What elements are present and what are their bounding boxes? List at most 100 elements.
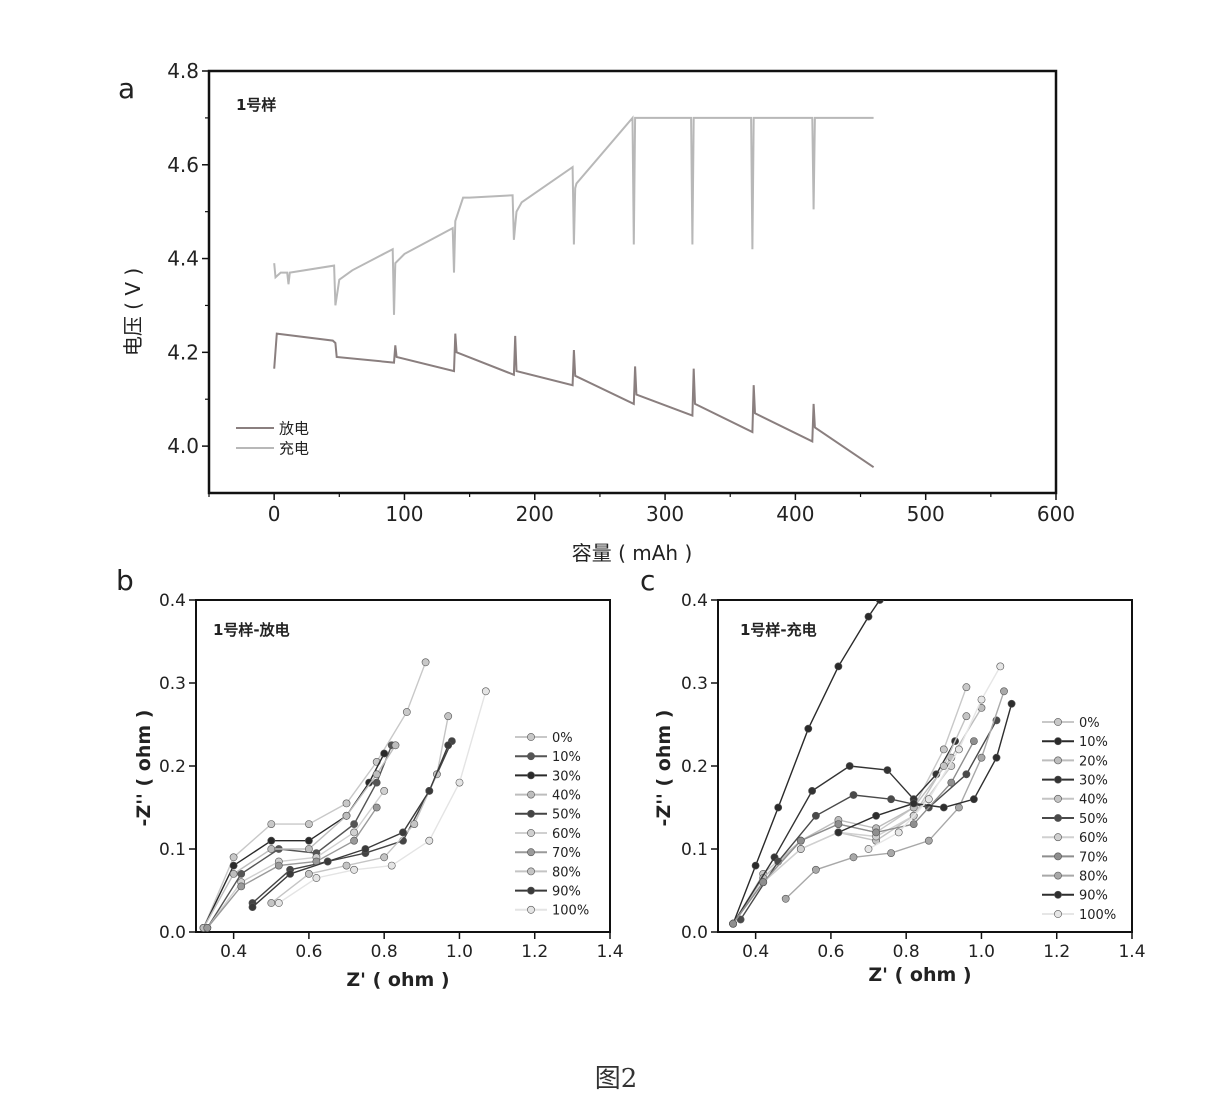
data-point (887, 849, 895, 857)
data-point (849, 853, 858, 862)
x-tick-label: 500 (907, 502, 945, 526)
legend-label: 30% (552, 769, 581, 784)
legend-label: 50% (1079, 812, 1108, 827)
x-tick-label: 300 (646, 502, 684, 526)
data-point (970, 737, 978, 745)
legend-label: 80% (552, 865, 581, 880)
data-point (1000, 687, 1008, 696)
legend-marker (1054, 910, 1062, 918)
data-point (410, 820, 419, 828)
y-tick-label: 0.1 (159, 840, 186, 860)
y-axis: 0.0 0.1 0.2 0.3 0.4 (159, 591, 196, 943)
panel-label: c (640, 564, 655, 597)
sample-label: 1号样 (236, 96, 276, 114)
legend-marker (527, 886, 535, 895)
legend-marker (1054, 794, 1062, 803)
y-axis-label: 电压 ( V ) (121, 268, 145, 356)
legend-label: 100% (552, 904, 589, 919)
data-point (323, 857, 332, 866)
legend-label: 100% (1079, 908, 1116, 923)
data-point (864, 612, 873, 621)
sample-label: 1号样-充电 (740, 621, 817, 639)
data-point (909, 799, 918, 808)
series-clip (729, 600, 1016, 928)
x-tick-label: 1.2 (521, 942, 548, 962)
chart-panel-b: b 0.0 0.1 0.2 0.3 0.4 0.4 0.6 0.8 1.0 1.2 1.4 1号样… (116, 564, 624, 991)
data-point (939, 803, 948, 812)
legend-marker (1054, 814, 1062, 822)
figure-caption: 图2 (594, 1064, 638, 1094)
series-group (729, 600, 1016, 928)
data-point (804, 724, 813, 733)
plot-frame (195, 599, 611, 933)
data-point (759, 878, 768, 887)
legend-label: 30% (1079, 774, 1108, 789)
data-point (834, 820, 843, 828)
data-point (229, 861, 238, 870)
data-point (834, 662, 843, 671)
legend-marker (1054, 718, 1062, 726)
x-tick-label: 0 (268, 502, 281, 526)
legend-label: 90% (1079, 889, 1108, 904)
data-point (751, 861, 760, 870)
data-point (977, 753, 986, 762)
y-axis-label: -Z'' ( ohm ) (653, 710, 675, 827)
data-point (304, 870, 313, 878)
series-line-0pct (202, 662, 427, 929)
x-tick-label: 0.6 (817, 942, 844, 962)
data-point (380, 749, 389, 758)
chart-panel-c: c 0.0 0.1 0.2 0.3 0.4 0.4 0.6 0.8 1.0 1.2 1.4 1号样… (640, 564, 1146, 986)
data-point (274, 861, 283, 870)
data-point (229, 870, 238, 878)
y-tick-label: 0.2 (681, 757, 708, 777)
series-line-40pct (202, 744, 397, 929)
data-point (996, 662, 1005, 671)
y-tick-label: 0.0 (681, 923, 708, 943)
data-point (425, 787, 434, 795)
data-point (361, 845, 370, 853)
data-point (380, 787, 389, 795)
legend-label: 40% (552, 789, 581, 804)
data-point (391, 741, 400, 750)
series-line-40pct (732, 715, 968, 925)
x-axis: 0.4 0.6 0.8 1.0 1.2 1.4 (220, 932, 624, 962)
series-line-充电 (273, 115, 874, 315)
x-tick-label: 100 (385, 502, 423, 526)
data-point (845, 762, 854, 770)
x-axis-label: Z' ( ohm ) (346, 969, 449, 991)
data-point (875, 600, 884, 604)
series-line-10pct (732, 600, 881, 924)
data-point (267, 820, 276, 828)
x-axis: 0 100 200 300 400 500 600 (208, 493, 1075, 526)
data-point (248, 903, 257, 911)
legend-marker (527, 790, 535, 799)
legend-label: 10% (1079, 735, 1108, 750)
legend-marker (527, 771, 535, 780)
x-tick-label: 600 (1037, 502, 1075, 526)
data-point (444, 712, 453, 721)
data-point (962, 712, 971, 721)
data-point (977, 695, 986, 704)
y-tick-label: 0.4 (159, 591, 186, 611)
legend-label: 50% (552, 808, 581, 823)
data-point (399, 828, 407, 837)
data-point (425, 836, 434, 845)
data-point (955, 803, 963, 812)
data-point (796, 836, 805, 845)
data-point (304, 836, 313, 845)
legend-label: 0% (552, 731, 573, 746)
y-tick-label: 0.1 (681, 840, 708, 860)
legend-label: 70% (1079, 850, 1108, 865)
legend-label: 0% (1079, 716, 1100, 731)
data-point (267, 899, 276, 907)
legend-marker (527, 905, 535, 914)
sample-label: 1号样-放电 (213, 621, 290, 639)
x-tick-label: 0.4 (220, 942, 247, 962)
x-axis: 0.4 0.6 0.8 1.0 1.2 1.4 (742, 932, 1146, 962)
legend: 0% 10% 20% 30% 40% 50% 60% 70% 80% 90% 100% (1042, 716, 1116, 923)
data-point (774, 803, 783, 812)
x-tick-label: 0.8 (371, 942, 398, 962)
data-point (955, 745, 963, 754)
plot-frame (717, 599, 1133, 933)
legend-marker (1054, 833, 1062, 842)
